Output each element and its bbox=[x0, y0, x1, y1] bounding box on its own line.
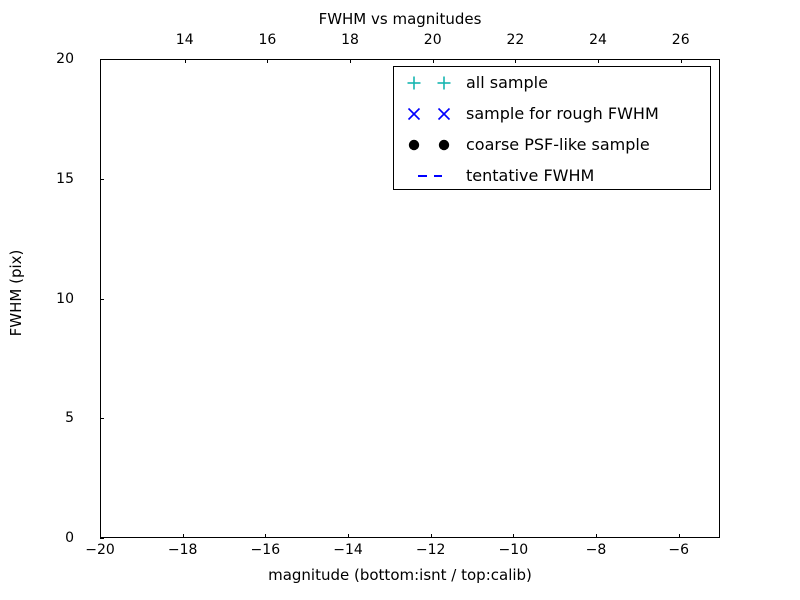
x-tick-label-bottom: −8 bbox=[585, 542, 607, 558]
x-tick-bottom bbox=[100, 534, 101, 538]
legend-entry[interactable]: sample for rough FWHM bbox=[394, 98, 710, 129]
x-tick-bottom bbox=[265, 534, 267, 538]
x-axis-label: magnitude (bottom:isnt / top:calib) bbox=[268, 566, 532, 584]
y-tick bbox=[100, 418, 104, 420]
cross-marker-icon bbox=[430, 98, 458, 129]
y-tick-label: 5 bbox=[65, 410, 74, 427]
x-tick-label-top: 22 bbox=[506, 32, 525, 48]
x-tick-bottom bbox=[678, 534, 680, 538]
x-tick-label-bottom: −6 bbox=[668, 542, 689, 558]
legend-label: coarse PSF-like sample bbox=[466, 135, 650, 154]
y-tick bbox=[100, 298, 104, 300]
x-tick-label-top: 16 bbox=[258, 32, 277, 48]
x-tick-top bbox=[184, 59, 186, 63]
legend-entry[interactable]: all sample bbox=[394, 67, 710, 98]
plus-marker-icon bbox=[430, 67, 458, 98]
x-tick-top bbox=[680, 59, 682, 63]
x-tick-label-bottom: −14 bbox=[333, 542, 363, 558]
x-tick-label-top: 20 bbox=[423, 32, 442, 48]
x-tick-label-top: 24 bbox=[589, 32, 607, 48]
circle-marker-icon bbox=[400, 129, 428, 160]
cross-marker-icon bbox=[400, 98, 428, 129]
x-tick-bottom bbox=[182, 534, 184, 538]
y-tick-label: 10 bbox=[56, 290, 74, 307]
y-axis-label: FWHM (pix) bbox=[7, 249, 25, 337]
chart-title: FWHM vs magnitudes bbox=[318, 10, 482, 28]
x-tick-bottom bbox=[596, 534, 597, 538]
circle-marker-icon bbox=[430, 129, 458, 160]
x-tick-label-bottom: −18 bbox=[167, 542, 198, 558]
x-tick-label-bottom: −12 bbox=[415, 542, 446, 558]
y-tick-label: 20 bbox=[56, 51, 74, 67]
y-tick-label: 15 bbox=[56, 170, 74, 187]
x-tick-bottom bbox=[513, 534, 515, 538]
plus-marker-icon bbox=[400, 67, 428, 98]
x-tick-bottom bbox=[348, 534, 349, 538]
x-tick-label-top: 14 bbox=[175, 32, 194, 48]
x-tick-top bbox=[515, 59, 517, 63]
legend-label: all sample bbox=[466, 73, 548, 92]
x-tick-top bbox=[267, 59, 269, 63]
dashed-line-icon bbox=[402, 160, 458, 191]
y-tick bbox=[100, 538, 104, 539]
x-tick-label-bottom: −16 bbox=[250, 542, 281, 558]
legend-label: sample for rough FWHM bbox=[466, 104, 659, 123]
x-tick-top bbox=[432, 59, 434, 63]
legend-label: tentative FWHM bbox=[466, 166, 595, 185]
x-tick-top bbox=[350, 59, 352, 63]
chart-legend[interactable]: all sample sample for rough FWHM coarse PS… bbox=[393, 66, 711, 190]
y-tick bbox=[100, 59, 104, 60]
x-tick-top bbox=[598, 59, 600, 63]
x-tick-label-top: 18 bbox=[341, 32, 359, 48]
legend-entry[interactable]: coarse PSF-like sample bbox=[394, 129, 710, 160]
x-tick-label-bottom: −10 bbox=[498, 542, 529, 558]
y-tick-label: 0 bbox=[65, 530, 74, 546]
x-tick-label-top: 26 bbox=[671, 32, 690, 48]
x-tick-label-bottom: −20 bbox=[85, 542, 115, 558]
legend-entry[interactable]: tentative FWHM bbox=[394, 160, 710, 191]
y-tick bbox=[100, 178, 104, 180]
x-tick-bottom bbox=[430, 534, 432, 538]
